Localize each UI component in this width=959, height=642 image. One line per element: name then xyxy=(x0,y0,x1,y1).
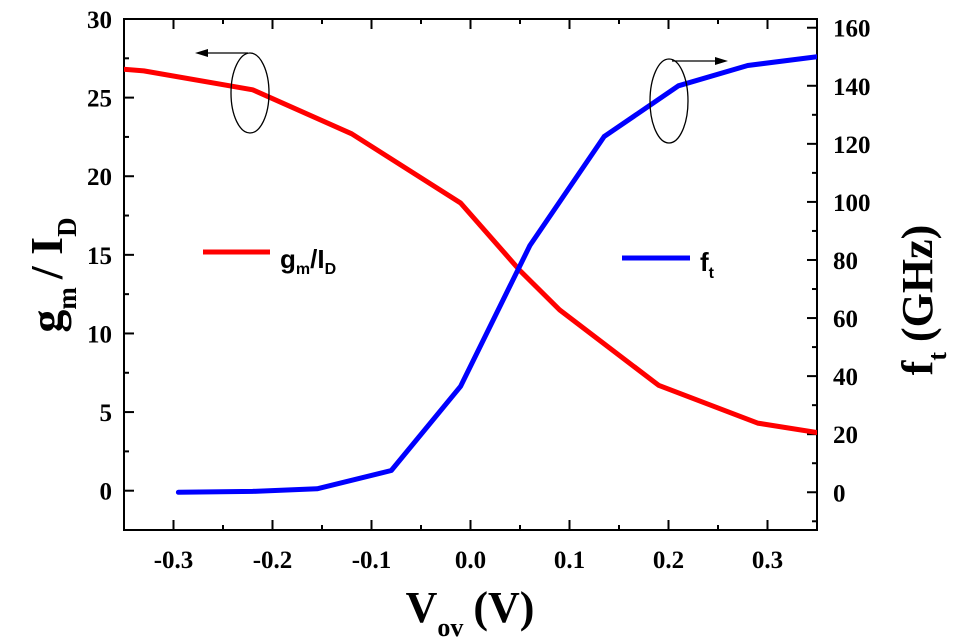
right-y-axis-ticks: 0 20 40 60 80 100 120 140 160 xyxy=(807,16,871,523)
right-y-tick-label: 140 xyxy=(833,74,871,101)
right-axis-annotation xyxy=(649,57,728,144)
left-y-tick-label: 0 xyxy=(100,479,113,506)
left-y-tick-label: 15 xyxy=(87,243,112,270)
legend-gm-id: gm/ID xyxy=(203,244,336,278)
legend-gm-id-slash: /I xyxy=(310,244,324,274)
left-y-title-sub-d: D xyxy=(52,217,82,237)
right-y-tick-label: 160 xyxy=(833,16,871,43)
right-y-tick-label: 80 xyxy=(833,248,858,275)
right-y-tick-label: 100 xyxy=(833,190,871,217)
x-tick-label: 0.1 xyxy=(554,547,585,574)
svg-text:gm/ID: gm/ID xyxy=(280,244,336,278)
series-line-gm-id xyxy=(124,66,817,435)
ft-annotation-ellipse xyxy=(649,58,689,144)
left-y-tick-label: 30 xyxy=(87,7,112,34)
left-y-title-mid: / I xyxy=(21,237,72,280)
left-y-axis-ticks: 0 5 10 15 20 25 30 xyxy=(87,7,134,531)
x-tick-label: 0.2 xyxy=(653,547,684,574)
legend-gm-id-sub-d: D xyxy=(325,261,337,278)
series-line-ft xyxy=(175,54,817,495)
legend-gm-id-sub-m: m xyxy=(296,261,310,278)
svg-text:ft: ft xyxy=(700,247,715,282)
x-axis-title-v: V xyxy=(406,583,438,632)
left-y-tick-label: 25 xyxy=(87,86,112,113)
x-axis-title-unit: (V) xyxy=(473,583,534,632)
x-axis-title-sub: ov xyxy=(437,613,463,642)
gm-id-annotation-ellipse xyxy=(230,52,270,134)
x-tick-label: -0.3 xyxy=(154,547,194,574)
left-y-axis-title: gm / ID xyxy=(21,217,82,332)
right-y-axis-title: ft (GHz) xyxy=(893,225,952,376)
left-y-title-sub-m: m xyxy=(52,287,82,310)
right-y-tick-label: 0 xyxy=(833,480,846,507)
right-y-title-sub-t: t xyxy=(923,352,952,361)
right-y-tick-label: 120 xyxy=(833,132,871,159)
legend-ft-f: f xyxy=(700,247,709,277)
x-tick-label: 0.0 xyxy=(455,547,486,574)
left-arrow-head-icon xyxy=(195,49,208,57)
x-tick-label: 0.3 xyxy=(752,547,783,574)
right-arrow-head-icon xyxy=(715,57,728,65)
left-y-tick-label: 20 xyxy=(87,164,112,191)
x-axis-title: Vov (V) xyxy=(406,583,535,642)
right-y-title-unit: (GHz) xyxy=(893,225,942,342)
right-y-title-f: f xyxy=(893,359,942,375)
series-layer xyxy=(124,54,817,495)
left-y-tick-label: 5 xyxy=(100,400,113,427)
legend-ft-sub-t: t xyxy=(709,265,715,282)
legend-gm-id-g: g xyxy=(280,244,296,274)
left-axis-annotation xyxy=(195,49,270,134)
right-y-tick-label: 20 xyxy=(833,422,858,449)
x-axis-ticks: -0.3 -0.2 -0.1 0.0 0.1 0.2 0.3 xyxy=(123,19,818,574)
x-tick-label: -0.1 xyxy=(352,547,392,574)
left-y-title-g: g xyxy=(21,310,72,333)
right-y-tick-label: 60 xyxy=(833,306,858,333)
x-tick-label: -0.2 xyxy=(253,547,293,574)
right-y-tick-label: 40 xyxy=(833,364,858,391)
legend-ft: ft xyxy=(622,247,715,282)
left-y-tick-label: 10 xyxy=(87,321,112,348)
